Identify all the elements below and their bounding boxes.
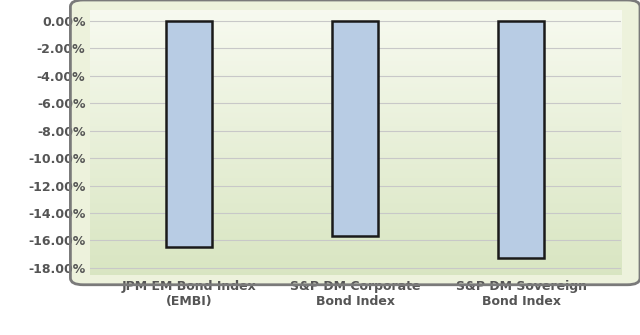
Bar <box>498 21 545 258</box>
Bar <box>332 21 378 236</box>
Bar <box>166 21 212 247</box>
